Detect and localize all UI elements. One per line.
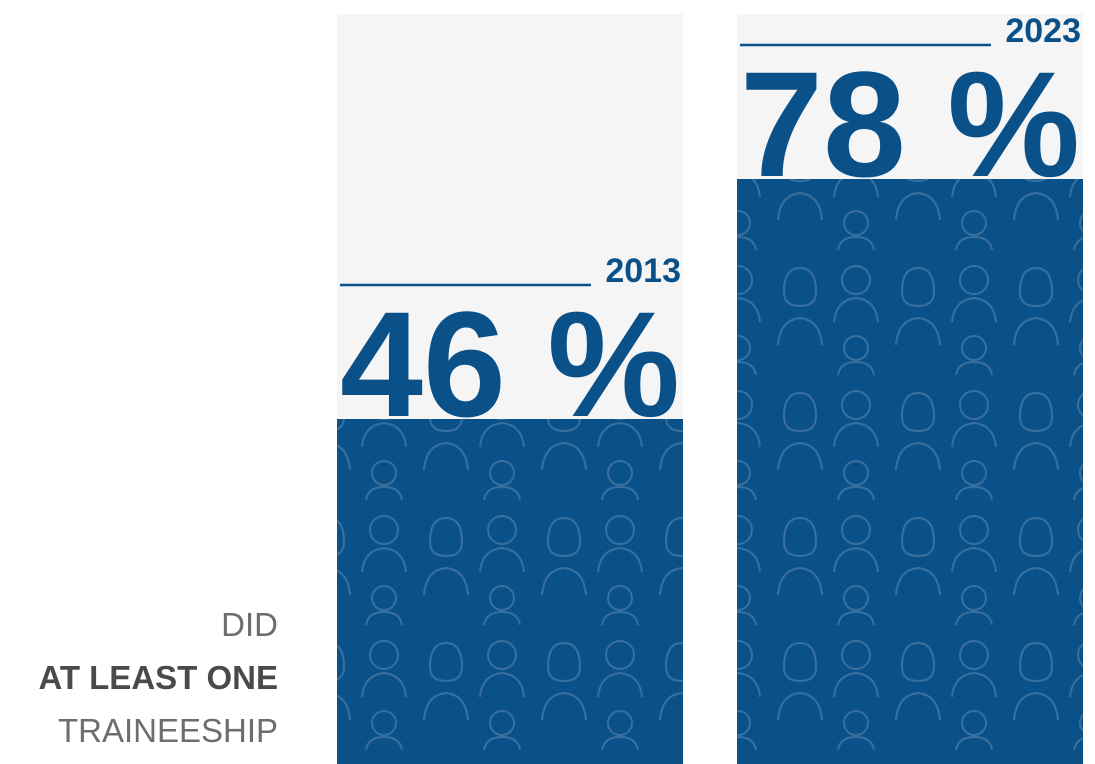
value-label: 78 %	[740, 40, 1080, 208]
value-label: 46 %	[340, 280, 680, 448]
year-label: 2023	[1005, 12, 1081, 50]
annotation-line: TRAINEESHIP	[58, 712, 278, 749]
bar-pattern	[337, 419, 683, 764]
bar-pattern	[737, 179, 1083, 764]
year-label: 2013	[605, 252, 681, 290]
annotation-line: AT LEAST ONE	[38, 659, 278, 696]
annotation-line: DID	[221, 606, 278, 643]
